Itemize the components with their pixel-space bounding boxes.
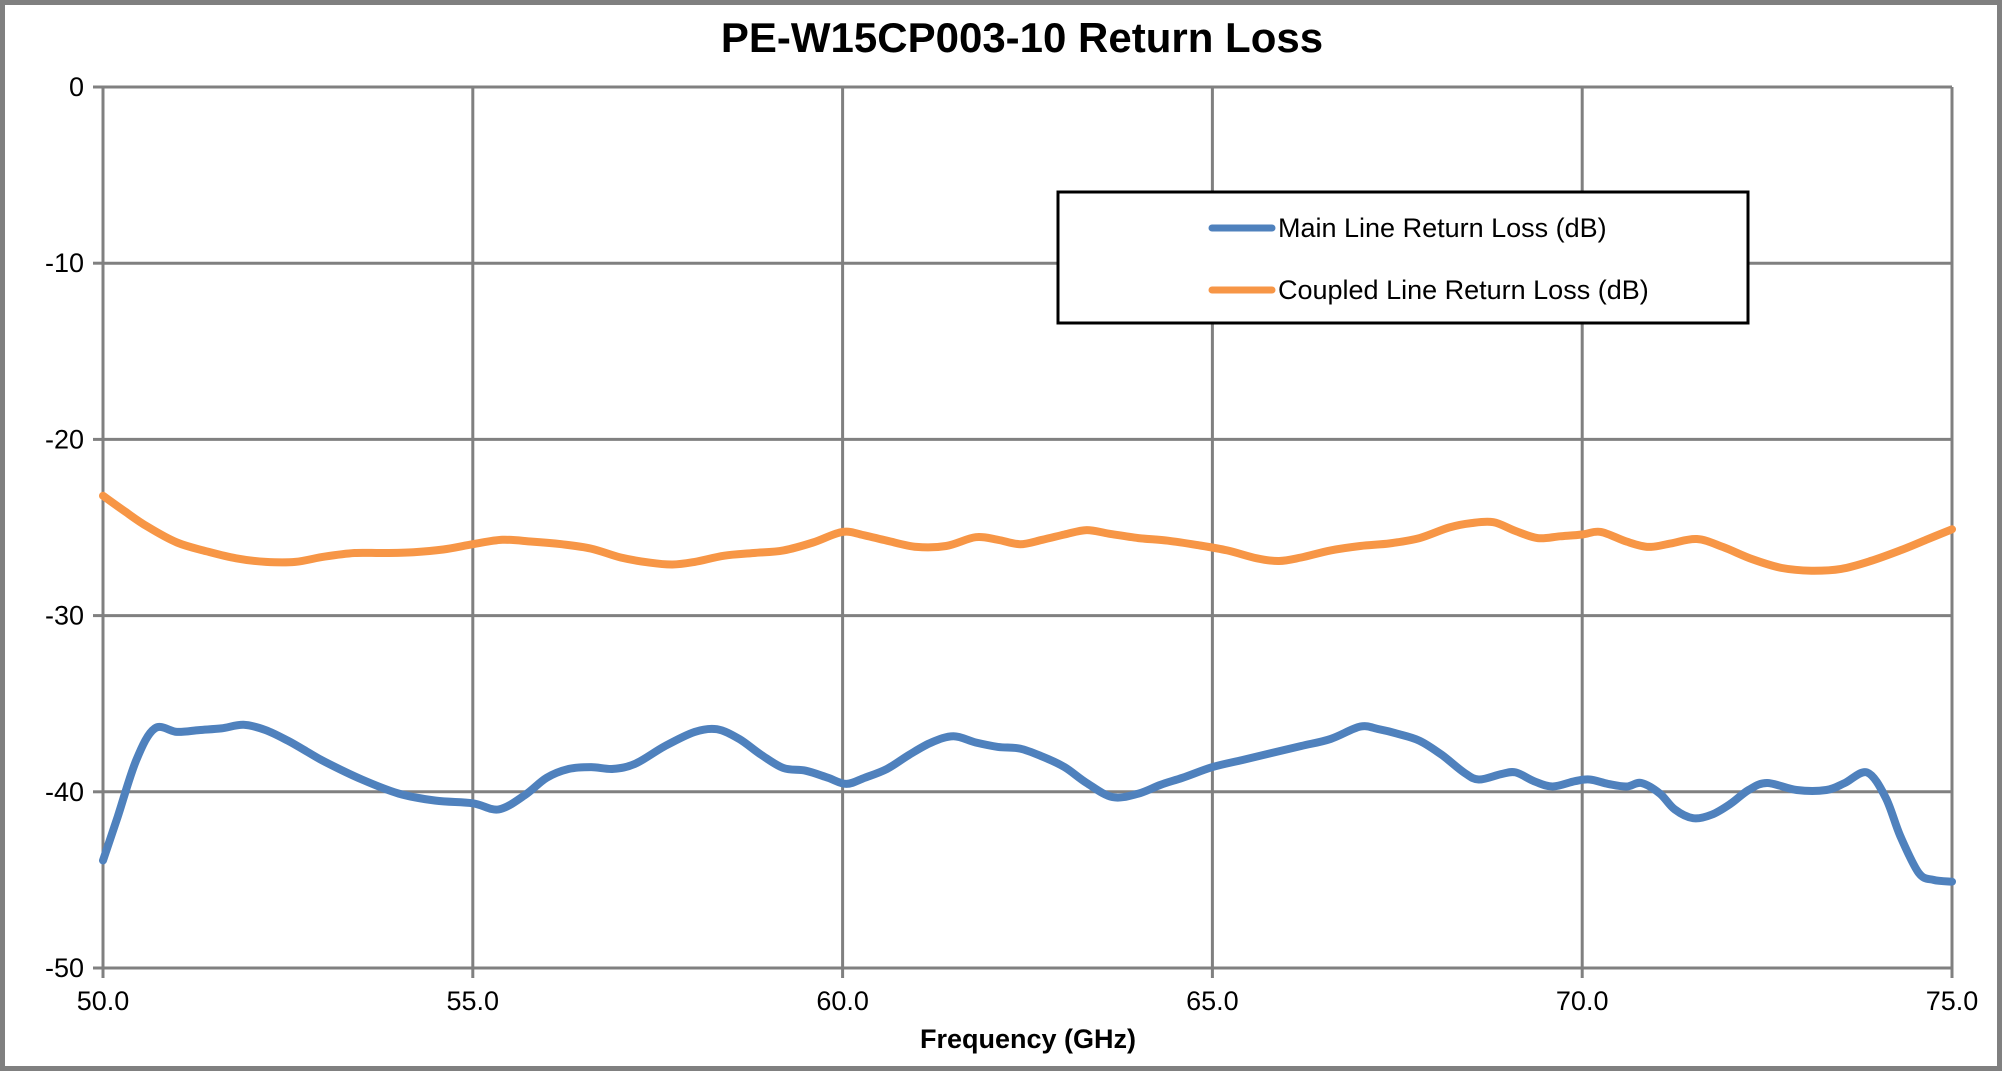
x-tick-label: 65.0 [1186, 986, 1239, 1016]
y-tick-label: -20 [45, 424, 84, 454]
y-tick-label: 0 [69, 72, 84, 102]
x-tick-label: 70.0 [1556, 986, 1609, 1016]
y-tick-label: -40 [45, 777, 84, 807]
series-main-line [99, 720, 1956, 886]
axis-ticks [93, 85, 1954, 978]
x-tick-label: 50.0 [77, 986, 130, 1016]
x-axis-title: Frequency (GHz) [920, 1024, 1136, 1054]
x-tick-label: 60.0 [816, 986, 869, 1016]
y-tick-label: -30 [45, 601, 84, 631]
series-coupled-line [99, 491, 1956, 575]
legend-item-main-line: Main Line Return Loss (dB) [1208, 213, 1607, 243]
legend-item-coupled-line: Coupled Line Return Loss (dB) [1208, 275, 1649, 305]
legend-label-main-line: Main Line Return Loss (dB) [1278, 213, 1607, 243]
y-tick-label: -50 [45, 953, 84, 983]
x-tick-label: 75.0 [1926, 986, 1979, 1016]
legend-label-coupled-line: Coupled Line Return Loss (dB) [1278, 275, 1649, 305]
series-lines [99, 491, 1956, 886]
x-tick-label: 55.0 [447, 986, 500, 1016]
legend-box [1056, 190, 1750, 325]
y-tick-label: -10 [45, 248, 84, 278]
chart-title: PE-W15CP003-10 Return Loss [721, 14, 1323, 61]
legend: Main Line Return Loss (dB) Coupled Line … [1056, 190, 1750, 325]
